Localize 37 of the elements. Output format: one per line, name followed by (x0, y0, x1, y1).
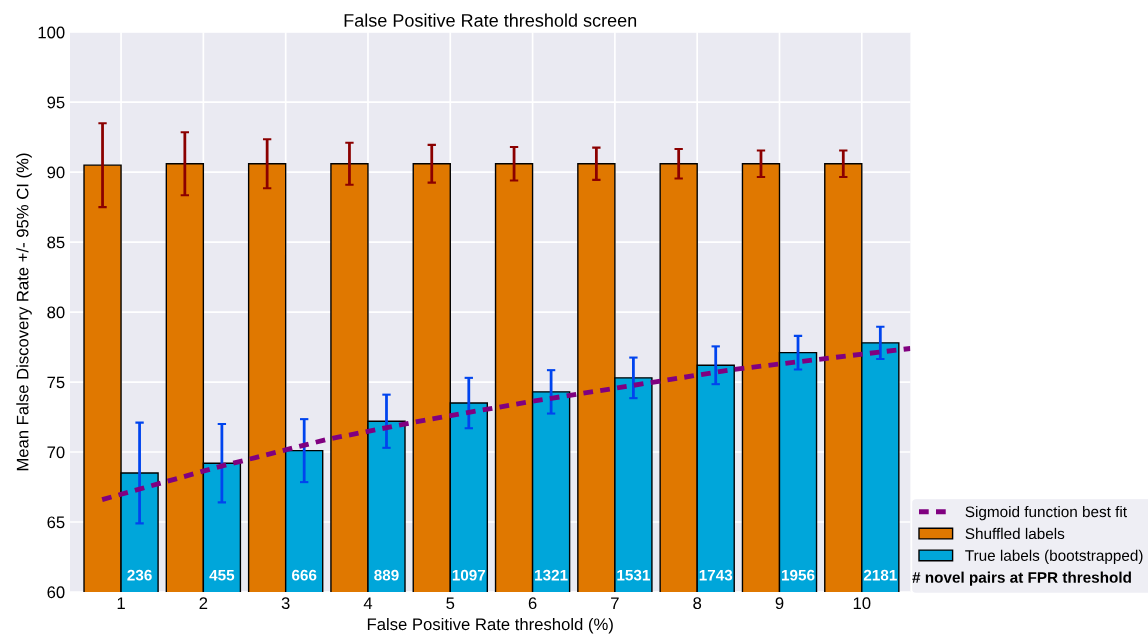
y-tick-label: 85 (47, 236, 65, 249)
annotation: 666 (292, 569, 317, 581)
chart-title: False Positive Rate threshold screen (344, 13, 637, 27)
annotation: 236 (127, 569, 152, 581)
annotation: 1743 (699, 569, 733, 581)
x-tick-label: 8 (693, 597, 702, 610)
annotation: 1531 (617, 569, 650, 581)
annotation: 1097 (452, 569, 486, 581)
x-tick-label: 7 (611, 597, 619, 609)
y-tick-label: 80 (47, 306, 65, 319)
x-tick-label: 9 (775, 597, 784, 610)
annotation: 1956 (781, 569, 815, 581)
x-tick-label: 6 (528, 597, 537, 610)
annotation: 2181 (863, 569, 897, 581)
y-axis-title: Mean False Discovery Rate +/- 95% CI (%) (16, 153, 32, 471)
legend-label: Sigmoid function best fit (965, 505, 1127, 521)
y-tick-label: 75 (47, 376, 65, 389)
x-tick-label: 2 (199, 597, 208, 609)
x-tick-label: 3 (281, 597, 290, 610)
y-tick-label: 100 (38, 26, 65, 39)
line-series (99, 346, 911, 503)
x-tick-label: 10 (853, 597, 871, 610)
annotation: 455 (209, 569, 235, 581)
x-tick-label: 4 (363, 597, 373, 609)
x-tick-label: 1 (117, 597, 125, 609)
y-tick-label: 90 (47, 166, 65, 179)
y-tick-label: 95 (47, 96, 65, 109)
y-tick-label: 60 (47, 586, 65, 599)
x-tick-label: 5 (446, 597, 455, 610)
annotation: 889 (374, 569, 399, 581)
y-tick-label: 65 (47, 516, 65, 529)
y-tick-label: 70 (47, 446, 65, 459)
annotation: 1321 (535, 569, 568, 581)
x-axis-title: False Positive Rate threshold (%) (367, 617, 613, 634)
legend-label: Shuffled labels (965, 527, 1065, 540)
text: # novel pairs at FPR threshold (912, 571, 1131, 586)
legend-label: True labels (bootstrapped) (965, 549, 1143, 564)
